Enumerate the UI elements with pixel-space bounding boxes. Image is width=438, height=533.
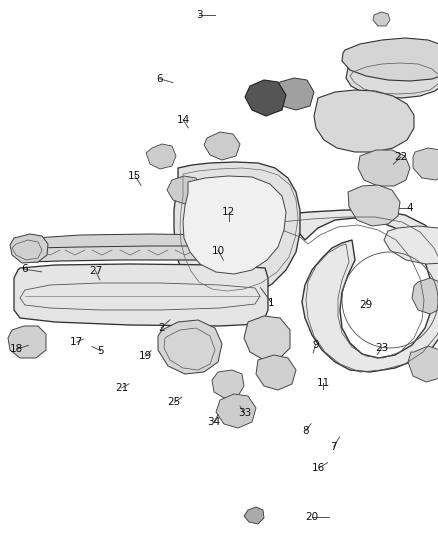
Polygon shape [413, 148, 438, 180]
Polygon shape [245, 80, 286, 116]
Text: 6: 6 [156, 74, 163, 84]
Text: 4: 4 [406, 203, 413, 213]
Polygon shape [26, 234, 244, 248]
Text: 11: 11 [317, 378, 330, 387]
Polygon shape [10, 234, 48, 263]
Text: 12: 12 [222, 207, 235, 217]
Polygon shape [408, 346, 438, 382]
Polygon shape [373, 12, 390, 26]
Polygon shape [216, 394, 256, 428]
Text: 7: 7 [330, 442, 337, 451]
Polygon shape [412, 278, 438, 314]
Text: 2: 2 [158, 323, 165, 333]
Text: 22: 22 [394, 152, 407, 162]
Text: 3: 3 [196, 10, 203, 20]
Text: 21: 21 [115, 383, 128, 393]
Text: 14: 14 [177, 115, 190, 125]
Polygon shape [314, 90, 414, 152]
Text: 23: 23 [375, 343, 389, 352]
Polygon shape [167, 176, 202, 204]
Text: 17: 17 [70, 337, 83, 347]
Polygon shape [255, 210, 438, 372]
Text: 16: 16 [312, 463, 325, 473]
Text: 10: 10 [212, 246, 225, 255]
Text: 19: 19 [139, 351, 152, 361]
Text: 20: 20 [305, 512, 318, 522]
Polygon shape [358, 150, 410, 186]
Polygon shape [204, 132, 240, 160]
Polygon shape [158, 320, 222, 374]
Text: 9: 9 [312, 341, 319, 350]
Polygon shape [244, 316, 290, 360]
Text: 5: 5 [97, 346, 104, 356]
Text: 6: 6 [21, 264, 28, 274]
Polygon shape [346, 56, 438, 98]
Polygon shape [342, 38, 438, 81]
Polygon shape [256, 355, 296, 390]
Polygon shape [174, 162, 300, 302]
Text: 15: 15 [128, 171, 141, 181]
Text: 25: 25 [168, 398, 181, 407]
Text: 29: 29 [359, 300, 372, 310]
Polygon shape [20, 241, 244, 262]
Text: 18: 18 [10, 344, 23, 354]
Polygon shape [348, 185, 400, 226]
Polygon shape [384, 226, 438, 264]
Text: 27: 27 [89, 266, 102, 276]
Text: 34: 34 [207, 417, 220, 427]
Polygon shape [244, 507, 264, 524]
Polygon shape [146, 144, 176, 169]
Polygon shape [275, 78, 314, 110]
Polygon shape [183, 176, 286, 274]
Polygon shape [14, 264, 268, 326]
Text: 33: 33 [238, 408, 251, 418]
Text: 8: 8 [302, 426, 309, 435]
Polygon shape [8, 326, 46, 358]
Text: 1: 1 [268, 298, 275, 308]
Polygon shape [212, 370, 244, 398]
